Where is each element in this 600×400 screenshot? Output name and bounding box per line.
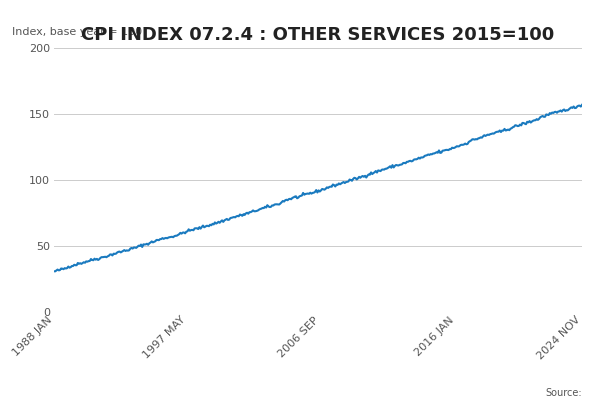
Text: Source:: Source:	[545, 388, 582, 398]
Text: Index, base year = 100: Index, base year = 100	[12, 27, 142, 37]
Title: CPI INDEX 07.2.4 : OTHER SERVICES 2015=100: CPI INDEX 07.2.4 : OTHER SERVICES 2015=1…	[82, 26, 554, 44]
